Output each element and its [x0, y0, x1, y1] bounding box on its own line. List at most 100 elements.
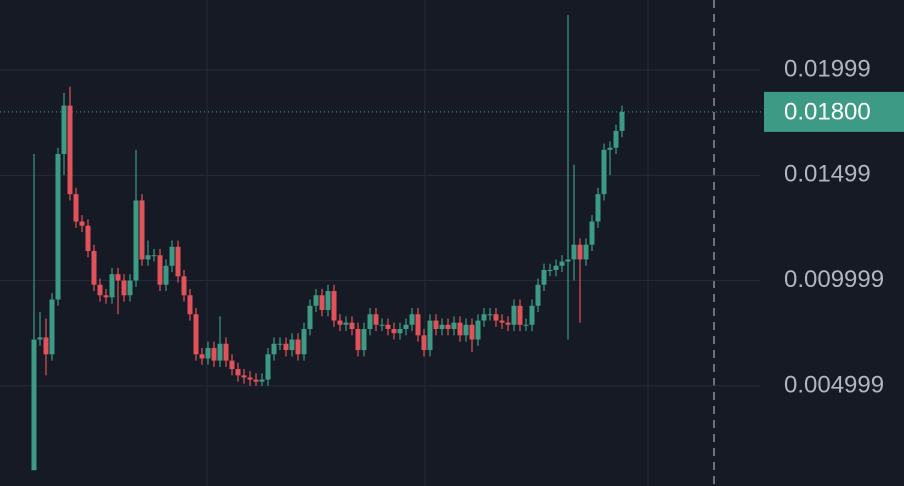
candle-body — [391, 328, 397, 334]
y-tick-label: 0.004999 — [784, 371, 884, 398]
candle-body — [175, 246, 181, 277]
candle-body — [415, 314, 421, 336]
candle-body — [49, 299, 55, 355]
candle-body — [589, 221, 595, 245]
candle-body — [337, 320, 343, 325]
candle-body — [451, 322, 457, 329]
candle-body — [409, 314, 415, 325]
candle-body — [79, 221, 85, 226]
candle-body — [97, 284, 103, 296]
candle-body — [271, 343, 277, 355]
candle-body — [565, 259, 571, 262]
candle-body — [331, 291, 337, 321]
candle-body — [499, 320, 505, 323]
candle-body — [301, 328, 307, 355]
candle-body — [55, 154, 61, 300]
candle-body — [187, 295, 193, 315]
candle-body — [319, 295, 325, 311]
y-tick-label: 0.01499 — [784, 161, 871, 188]
candle-body — [613, 130, 619, 148]
candle-body — [145, 255, 151, 260]
candle-body — [349, 322, 355, 329]
candle-body — [475, 320, 481, 340]
candle-body — [199, 354, 205, 359]
candle-body — [313, 295, 319, 306]
candle-body — [355, 328, 361, 351]
candle-body — [133, 200, 139, 281]
candle-body — [421, 335, 427, 351]
candle-body — [619, 111, 625, 131]
candle-body — [385, 324, 391, 329]
candle-body — [217, 343, 223, 361]
candle-body — [37, 337, 43, 340]
candle-body — [253, 379, 259, 382]
candle-body — [127, 280, 133, 296]
candle-body — [277, 343, 283, 345]
candle-body — [439, 324, 445, 329]
candle-body — [445, 324, 451, 329]
candle-body — [343, 322, 349, 325]
candle-body — [469, 324, 475, 340]
candle-body — [457, 322, 463, 336]
candle-body — [73, 194, 79, 222]
candle-body — [235, 369, 241, 376]
candle-body — [307, 305, 313, 329]
candle-body — [85, 225, 91, 252]
candle-body — [265, 354, 271, 380]
candle-body — [511, 305, 517, 325]
candle-body — [151, 255, 157, 257]
last-price-box — [764, 91, 904, 132]
candle-body — [547, 269, 553, 271]
candle-body — [157, 255, 163, 285]
candle-body — [193, 314, 199, 355]
candle-body — [607, 147, 613, 150]
candle-body — [103, 295, 109, 298]
candle-body — [523, 324, 529, 326]
candle-body — [577, 244, 583, 260]
candle-body — [373, 314, 379, 325]
candle-body — [43, 337, 49, 355]
candle-body — [67, 105, 73, 195]
candle-body — [121, 280, 127, 296]
candle-body — [403, 324, 409, 329]
y-tick-label: 0.01999 — [784, 55, 871, 82]
candle-body — [595, 194, 601, 222]
candle-body — [115, 274, 121, 281]
candle-body — [109, 274, 115, 298]
candle-body — [571, 244, 577, 260]
candle-body — [361, 328, 367, 351]
candle-body — [379, 324, 385, 326]
candle-body — [163, 265, 169, 285]
candle-body — [139, 200, 145, 260]
candle-body — [367, 314, 373, 329]
candle-body — [487, 314, 493, 316]
candle-body — [493, 314, 499, 321]
candle-body — [463, 324, 469, 336]
candle-body — [229, 360, 235, 370]
candle-body — [559, 261, 565, 266]
candle-body — [481, 314, 487, 321]
candle-body — [397, 328, 403, 334]
last-price-label: 0.01800 — [784, 98, 871, 125]
candle-body — [505, 322, 511, 325]
candle-body — [427, 320, 433, 351]
candle-body — [247, 377, 253, 380]
candle-body — [433, 320, 439, 329]
candle-body — [517, 305, 523, 325]
candle-body — [283, 343, 289, 351]
candle-body — [223, 343, 229, 361]
candle-body — [601, 149, 607, 195]
candle-body — [553, 265, 559, 270]
candle-body — [31, 339, 37, 471]
candle-body — [61, 105, 67, 155]
candle-body — [211, 347, 217, 361]
candle-body — [325, 291, 331, 311]
candle-body — [583, 244, 589, 260]
candle-body — [169, 246, 175, 266]
candle-body — [241, 375, 247, 378]
candle-body — [91, 251, 97, 285]
candle-body — [259, 379, 265, 382]
